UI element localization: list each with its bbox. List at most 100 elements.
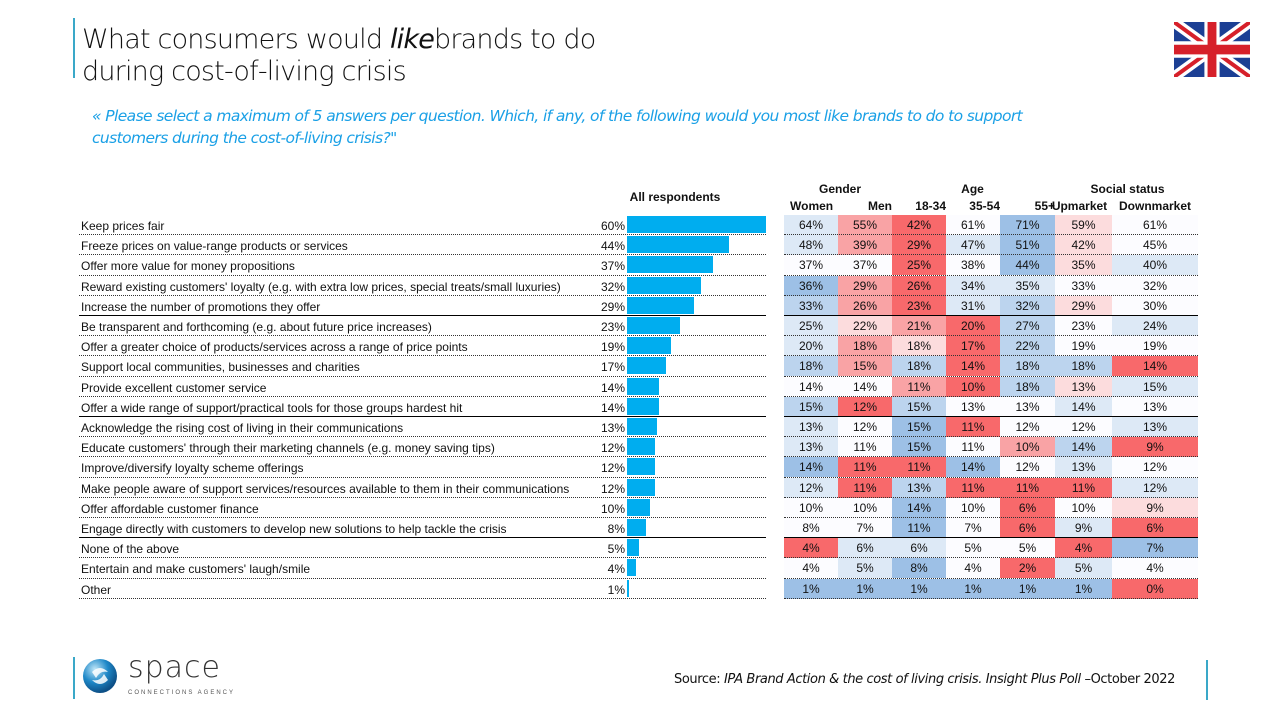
heatmap-cell-women: 13% [784,437,838,458]
source-label: Source: [674,672,724,687]
heatmap-row-divider [784,597,1198,599]
heatmap-cell-18-34: 13% [892,477,946,498]
heatmap-cell-55-: 13% [1000,396,1055,417]
all-respondents-bar [627,256,713,274]
column-header: Women [790,199,834,213]
question-text: « Please select a maximum of 5 answers p… [92,107,1023,147]
heatmap-cell-women: 18% [784,356,838,377]
row-label: Increase the number of promotions they o… [81,299,321,314]
heatmap-row-divider [784,577,1198,579]
all-respondents-value: 10% [600,501,625,516]
heatmap-cell-35-54: 10% [946,376,1000,397]
heatmap-cell-18-34: 8% [892,558,946,579]
heatmap-cell-18-34: 42% [892,215,946,235]
all-respondents-value: 12% [600,441,625,456]
heatmap-cell-downmarket: 4% [1112,558,1198,579]
all-respondents-bar [627,397,660,415]
all-respondents-value: 44% [600,239,625,254]
heatmap-cell-women: 37% [784,255,838,276]
heatmap-cell-upmarket: 14% [1055,437,1112,458]
heatmap-cell-men: 15% [838,356,892,377]
heatmap-cell-men: 5% [838,558,892,579]
heatmap-cell-35-54: 5% [946,538,1000,559]
heatmap-cell-men: 11% [838,477,892,498]
group-header-age: Age [961,182,984,196]
row-label: Engage directly with customers to develo… [81,522,507,536]
heatmap-cell-55-: 22% [1000,336,1055,357]
heatmap-cell-upmarket: 11% [1055,477,1112,498]
all-respondents-value: 19% [600,340,625,355]
heatmap-cell-55-: 71% [1000,215,1055,235]
row-label: Offer a wide range of support/practical … [81,400,463,415]
heatmap-cell-downmarket: 14% [1112,356,1198,377]
heatmap-cell-55-: 12% [1000,457,1055,478]
heatmap-cell-18-34: 18% [892,336,946,357]
row-divider [79,436,766,438]
heatmap-cell-upmarket: 10% [1055,497,1112,518]
heatmap-cell-18-34: 15% [892,417,946,437]
row-label: Offer affordable customer finance [81,501,259,516]
row-label: Educate customers' through their marketi… [81,441,495,456]
heatmap-cell-women: 14% [784,376,838,397]
heatmap-row-divider [784,496,1198,498]
all-respondents-bar [627,539,639,557]
row-divider [79,315,766,316]
heatmap-cell-upmarket: 13% [1055,376,1112,397]
heatmap-cell-18-34: 21% [892,316,946,336]
heatmap-cell-18-34: 11% [892,518,946,538]
title-emphasis: like [389,24,435,55]
heatmap-cell-35-54: 31% [946,295,1000,316]
row-divider [79,577,766,579]
heatmap-cell-upmarket: 9% [1055,518,1112,538]
heatmap-cell-downmarket: 13% [1112,396,1198,417]
heatmap-cell-men: 11% [838,437,892,458]
row-divider [79,416,766,417]
heatmap-cell-upmarket: 12% [1055,417,1112,437]
heatmap-cell-upmarket: 19% [1055,336,1112,357]
row-label: Make people aware of support services/re… [81,481,570,496]
heatmap-cell-55-: 51% [1000,235,1055,256]
heatmap-cell-women: 36% [784,275,838,296]
all-respondents-bar [627,296,695,314]
row-label: Entertain and make customers' laugh/smil… [81,562,311,577]
heatmap-cell-men: 10% [838,497,892,518]
heatmap-cell-55-: 6% [1000,497,1055,518]
heatmap-cell-35-54: 17% [946,336,1000,357]
uk-flag-icon [1174,22,1250,77]
title-accent-line [73,18,75,78]
heatmap-cell-women: 13% [784,417,838,437]
heatmap-cell-18-34: 18% [892,356,946,377]
heatmap-cell-women: 25% [784,316,838,336]
all-respondents-bar [627,478,655,496]
heatmap-cell-55-: 10% [1000,437,1055,458]
heatmap-cell-55-: 35% [1000,275,1055,296]
row-divider [79,294,766,296]
heatmap-cell-55-: 12% [1000,417,1055,437]
heatmap-row-divider [784,537,1198,539]
all-respondents-value: 8% [607,522,625,536]
heatmap-cell-35-54: 11% [946,417,1000,437]
heatmap-cell-55-: 2% [1000,558,1055,579]
source-accent-line [1206,660,1208,700]
all-respondents-bar [627,377,660,395]
heatmap-cell-18-34: 15% [892,437,946,458]
row-divider [79,456,766,458]
heatmap-cell-downmarket: 12% [1112,477,1198,498]
all-respondents-bar [627,337,672,355]
all-respondents-bar [627,458,655,476]
logo-tagline: CONNECTIONS AGENCY [128,690,236,696]
row-divider [79,395,766,397]
space-logo-icon [83,659,117,693]
heatmap-cell-upmarket: 5% [1055,558,1112,579]
heatmap-row-divider [784,436,1198,438]
heatmap-cell-men: 26% [838,295,892,316]
heatmap-row-divider [784,254,1198,256]
heatmap-cell-downmarket: 30% [1112,295,1198,316]
heatmap-cell-55-: 6% [1000,518,1055,538]
heatmap-cell-upmarket: 42% [1055,235,1112,256]
row-divider [79,375,766,377]
title-line-2: during cost-of-living crisis [82,56,407,87]
all-respondents-bar [627,498,651,516]
row-divider [79,537,766,539]
heatmap-row-divider [784,294,1198,296]
